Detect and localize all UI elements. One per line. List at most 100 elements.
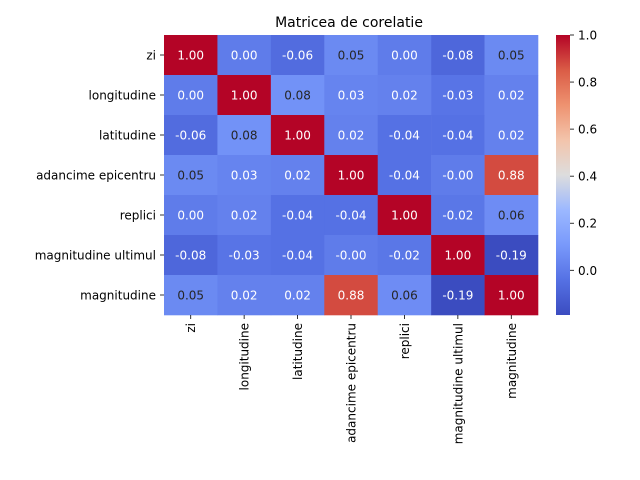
heatmap-cell — [164, 275, 218, 316]
cell-value-label: 0.88 — [338, 289, 365, 303]
cell-value-label: 1.00 — [444, 249, 471, 263]
cell-value-label: -0.04 — [282, 249, 313, 263]
row-tick-label: replici — [120, 209, 156, 223]
row-tick-label: magnitudine ultimul — [35, 249, 156, 263]
heatmap-cell — [484, 155, 539, 196]
heatmap-cell — [431, 115, 485, 156]
heatmap-cell — [377, 195, 432, 236]
cell-value-label: 0.00 — [391, 49, 418, 63]
heatmap-cell — [324, 235, 379, 276]
heatmap-cell — [484, 35, 539, 76]
colorbar-tick-label: 1.0 — [578, 29, 597, 43]
heatmap-cell — [431, 35, 485, 76]
cell-value-label: -0.03 — [442, 89, 473, 103]
heatmap-cell — [270, 75, 325, 116]
heatmap-cell — [484, 275, 539, 316]
cell-value-label: 0.02 — [391, 89, 418, 103]
cell-value-label: 1.00 — [498, 289, 525, 303]
cell-value-label: 0.02 — [498, 89, 525, 103]
cell-value-label: 1.00 — [284, 129, 311, 143]
row-tick-label: adancime epicentru — [36, 169, 156, 183]
cell-value-label: 0.02 — [231, 289, 258, 303]
cell-value-label: 0.05 — [177, 289, 204, 303]
heatmap-cell — [164, 195, 218, 236]
colorbar-tick-label: 0.8 — [578, 76, 597, 90]
heatmap-cell — [431, 195, 485, 236]
cell-value-label: -0.06 — [282, 49, 313, 63]
heatmap-cell — [270, 235, 325, 276]
heatmap-cell — [270, 275, 325, 316]
heatmap-cell — [484, 195, 539, 236]
heatmap-cell — [431, 235, 485, 276]
cell-value-label: 1.00 — [231, 89, 258, 103]
row-tick-label: zi — [146, 49, 156, 63]
column-tick-label: longitudine — [238, 323, 252, 390]
cell-value-label: 0.00 — [177, 209, 204, 223]
cell-value-label: -0.19 — [496, 249, 527, 263]
cell-value-label: 0.05 — [338, 49, 365, 63]
cell-value-label: 0.88 — [498, 169, 525, 183]
heatmap-cell — [270, 155, 325, 196]
cell-value-label: 1.00 — [177, 49, 204, 63]
heatmap-cell — [217, 115, 272, 156]
column-tick-label: magnitudine — [505, 323, 519, 399]
chart-title: Matricea de corelatie — [275, 15, 423, 31]
heatmap-cell — [431, 155, 485, 196]
heatmap-cell — [217, 75, 272, 116]
heatmap-cell — [431, 75, 485, 116]
heatmap-cell — [431, 275, 485, 316]
heatmap-cell — [217, 235, 272, 276]
column-tick-label: replici — [398, 323, 412, 359]
cell-value-label: -0.02 — [442, 209, 473, 223]
cell-value-label: 0.02 — [284, 289, 311, 303]
colorbar-tick-label: 0.4 — [578, 170, 597, 184]
cell-value-label: 0.08 — [231, 129, 258, 143]
cell-value-label: -0.03 — [229, 249, 260, 263]
column-tick-labels: zi longitudine latitudine adancime epicentr… — [184, 315, 519, 444]
heatmap-cell — [217, 195, 272, 236]
heatmap-cell — [164, 155, 218, 196]
cell-value-label: -0.19 — [442, 289, 473, 303]
cell-value-label: -0.08 — [175, 249, 206, 263]
cell-value-label: -0.00 — [442, 169, 473, 183]
heatmap-cell — [164, 35, 218, 76]
cell-value-label: 0.08 — [284, 89, 311, 103]
heatmap-cell — [377, 35, 432, 76]
cell-value-label: -0.06 — [175, 129, 206, 143]
cell-value-label: 1.00 — [338, 169, 365, 183]
heatmap-cell — [484, 235, 539, 276]
heatmap-cells: 1.00 0.00 -0.06 0.05 0.00 -0.08 0.05 0.00 1.00 0.… — [164, 35, 539, 316]
heatmap-cell — [377, 155, 432, 196]
heatmap-cell — [217, 35, 272, 76]
heatmap-cell — [377, 235, 432, 276]
cell-value-label: 0.00 — [231, 49, 258, 63]
heatmap-cell — [324, 115, 379, 156]
column-tick-label: latitudine — [291, 323, 305, 380]
cell-value-label: 0.06 — [498, 209, 525, 223]
heatmap-cell — [164, 75, 218, 116]
cell-value-label: 0.05 — [498, 49, 525, 63]
cell-value-label: -0.04 — [335, 209, 366, 223]
cell-value-label: 0.05 — [177, 169, 204, 183]
cell-value-label: 1.00 — [391, 209, 418, 223]
cell-value-label: -0.08 — [442, 49, 473, 63]
cell-value-label: 0.03 — [231, 169, 258, 183]
cell-value-label: 0.02 — [498, 129, 525, 143]
heatmap-cell — [270, 35, 325, 76]
colorbar: 0.0 0.2 0.4 0.6 0.8 1.0 — [556, 29, 597, 315]
heatmap-cell — [217, 275, 272, 316]
colorbar-tick-label: 0.2 — [578, 217, 597, 231]
colorbar-tick-label: 0.0 — [578, 264, 597, 278]
heatmap-cell — [377, 75, 432, 116]
heatmap-cell — [164, 235, 218, 276]
cell-value-label: -0.00 — [335, 249, 366, 263]
heatmap-cell — [484, 75, 539, 116]
colorbar-gradient — [556, 35, 570, 315]
column-tick-label: zi — [184, 323, 198, 333]
heatmap-cell — [217, 155, 272, 196]
heatmap-cell — [324, 35, 379, 76]
heatmap-cell — [270, 115, 325, 156]
heatmap-cell — [324, 155, 379, 196]
heatmap-cell — [270, 195, 325, 236]
